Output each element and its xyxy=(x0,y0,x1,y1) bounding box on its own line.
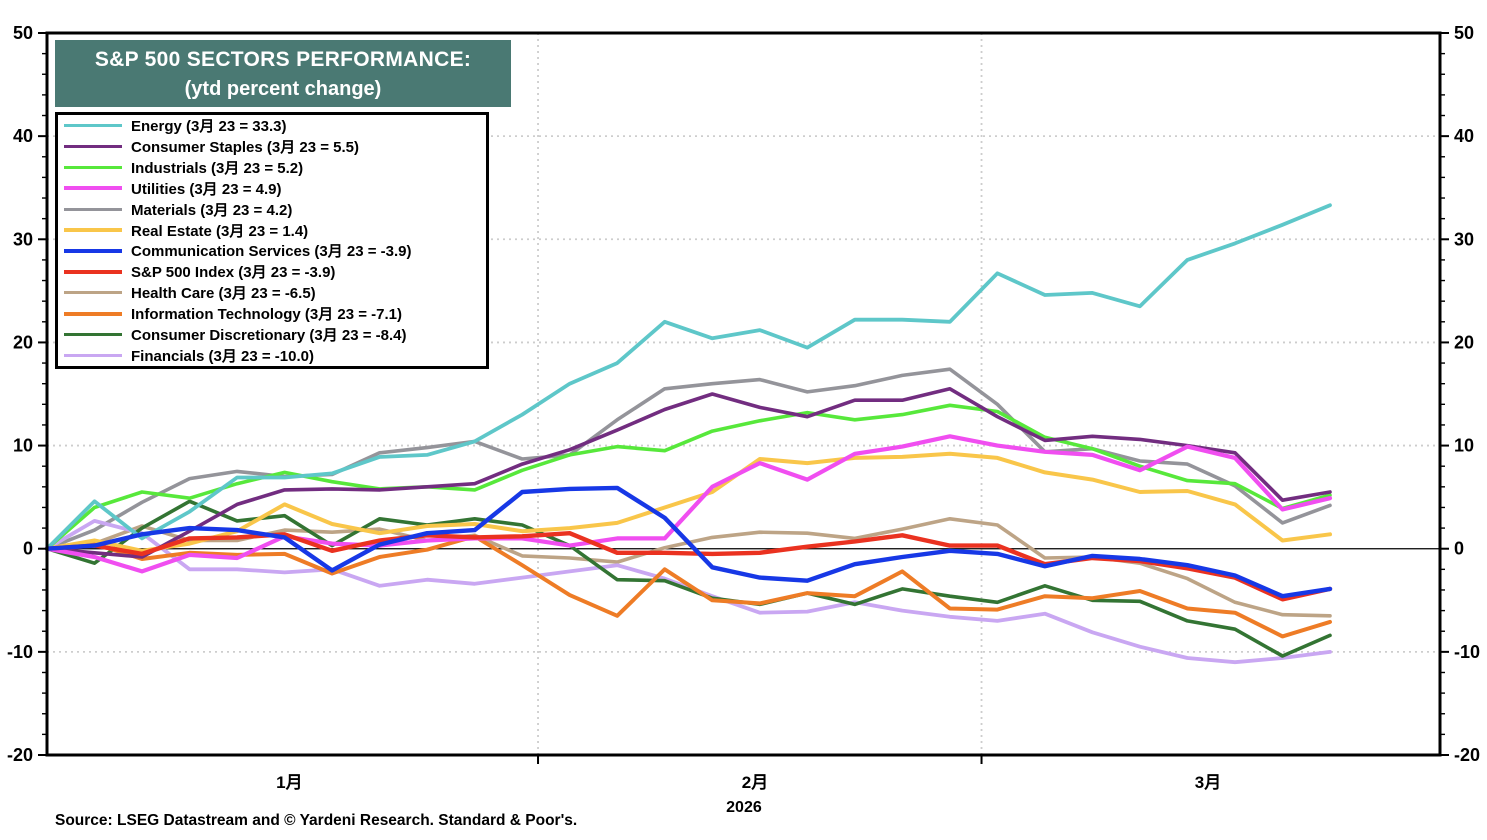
y-tick-label-left-20: 20 xyxy=(13,332,33,352)
series-line-information-technology xyxy=(45,534,1332,639)
legend-label-health-care: Health Care (3月 23 = -6.5) xyxy=(131,285,316,303)
legend-item-health-care: Health Care (3月 23 = -6.5) xyxy=(58,282,486,303)
y-tick-label-left-50: 50 xyxy=(13,23,33,43)
legend-label-communication-services: Communication Services (3月 23 = -3.9) xyxy=(131,243,412,261)
legend-item-financials: Financials (3月 23 = -10.0) xyxy=(58,345,486,366)
y-tick-label-right-30: 30 xyxy=(1454,229,1474,249)
legend-item-communication-services: Communication Services (3月 23 = -3.9) xyxy=(58,241,486,262)
legend-swatch-materials xyxy=(64,207,122,211)
series-line-communication-services xyxy=(44,485,1333,599)
plot-frame xyxy=(45,31,1442,757)
y-tick-label-left--20: -20 xyxy=(7,745,33,765)
legend-item-consumer-staples: Consumer Staples (3月 23 = 5.5) xyxy=(58,136,486,157)
legend-item-industrials: Industrials (3月 23 = 5.2) xyxy=(58,157,486,178)
legend-label-information-technology: Information Technology (3月 23 = -7.1) xyxy=(131,306,403,324)
y-tick-label-right-50: 50 xyxy=(1454,23,1474,43)
legend-label-energy: Energy (3月 23 = 33.3) xyxy=(131,118,287,136)
x-month-label-2: 2月 xyxy=(742,773,768,792)
x-month-label-1: 1月 xyxy=(276,773,302,792)
chart-title-line1: S&P 500 SECTORS PERFORMANCE: xyxy=(94,47,472,71)
y-tick-label-left-10: 10 xyxy=(13,436,33,456)
y-tick-label-right-40: 40 xyxy=(1454,126,1474,146)
legend-swatch-communication-services xyxy=(64,248,122,253)
y-tick-label-right-10: 10 xyxy=(1454,436,1474,456)
legend-item-sp500-index: S&P 500 Index (3月 23 = -3.9) xyxy=(58,261,486,282)
series-line-energy xyxy=(45,203,1332,551)
y-tick-label-left-30: 30 xyxy=(13,229,33,249)
legend-swatch-utilities xyxy=(64,186,122,191)
y-tick-label-right-0: 0 xyxy=(1454,539,1464,559)
legend-item-utilities: Utilities (3月 23 = 4.9) xyxy=(58,178,486,199)
y-tick-label-right-20: 20 xyxy=(1454,332,1474,352)
x-year-label: 2026 xyxy=(726,799,762,816)
legend-item-real-estate: Real Estate (3月 23 = 1.4) xyxy=(58,220,486,241)
legend-swatch-energy xyxy=(64,124,122,128)
series-line-financials xyxy=(45,519,1332,665)
y-tick-label-left-40: 40 xyxy=(13,126,33,146)
legend-label-industrials: Industrials (3月 23 = 5.2) xyxy=(131,159,304,177)
x-month-label-3: 3月 xyxy=(1195,773,1221,792)
legend-swatch-industrials xyxy=(64,165,122,169)
legend-item-energy: Energy (3月 23 = 33.3) xyxy=(58,115,486,136)
legend-label-consumer-staples: Consumer Staples (3月 23 = 5.5) xyxy=(131,139,360,156)
legend-item-consumer-discretionary: Consumer Discretionary (3月 23 = -8.4) xyxy=(58,324,486,345)
legend-swatch-consumer-staples xyxy=(64,144,122,148)
chart-title-line2: (ytd percent change) xyxy=(184,77,382,100)
legend-label-real-estate: Real Estate (3月 23 = 1.4) xyxy=(131,222,309,240)
chart-title-box: S&P 500 SECTORS PERFORMANCE: (ytd percen… xyxy=(55,40,511,107)
y-tick-label-left--10: -10 xyxy=(7,642,33,662)
legend-label-utilities: Utilities (3月 23 = 4.9) xyxy=(131,180,282,198)
legend-swatch-information-technology xyxy=(64,311,122,316)
series-line-consumer-staples xyxy=(45,386,1332,559)
legend-swatch-health-care xyxy=(64,291,122,295)
legend-swatch-consumer-discretionary xyxy=(64,333,122,336)
legend-item-information-technology: Information Technology (3月 23 = -7.1) xyxy=(58,303,486,324)
legend-label-consumer-discretionary: Consumer Discretionary (3月 23 = -8.4) xyxy=(131,327,407,345)
y-tick-label-left-0: 0 xyxy=(23,539,33,559)
series-line-materials xyxy=(45,367,1332,551)
y-tick-label-right--20: -20 xyxy=(1454,745,1480,765)
legend-label-materials: Materials (3月 23 = 4.2) xyxy=(131,201,293,219)
chart-legend: Energy (3月 23 = 33.3) Consumer Staples (3… xyxy=(55,112,489,369)
legend-label-sp500-index: S&P 500 Index (3月 23 = -3.9) xyxy=(131,264,336,282)
series-line-utilities xyxy=(44,434,1333,574)
legend-label-financials: Financials (3月 23 = -10.0) xyxy=(131,347,314,365)
legend-item-materials: Materials (3月 23 = 4.2) xyxy=(58,199,486,220)
series-line-real-estate xyxy=(45,451,1332,553)
source-note: Source: LSEG Datastream and © Yardeni Re… xyxy=(55,812,578,829)
y-tick-label-right--10: -10 xyxy=(1454,642,1480,662)
series-line-consumer-discretionary xyxy=(45,499,1332,658)
legend-swatch-financials xyxy=(64,353,122,357)
legend-swatch-sp500-index xyxy=(64,269,122,274)
legend-swatch-real-estate xyxy=(64,228,122,233)
